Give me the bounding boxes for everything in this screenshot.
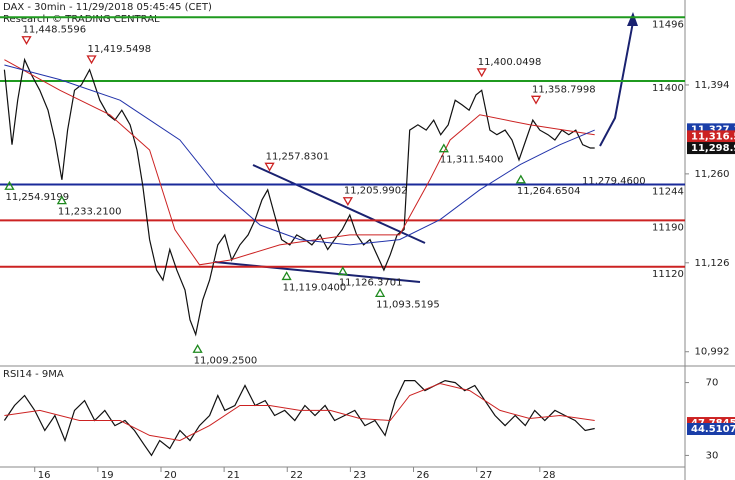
chart-title: DAX - 30min - 11/29/2018 05:45:45 (CET) [3, 2, 212, 13]
high-marker [476, 68, 487, 78]
rsi-title: RSI14 - 9MA [3, 369, 64, 380]
price-tag [687, 142, 735, 155]
price-tag-label: 11,298.9 [691, 143, 735, 154]
series-line [3, 379, 595, 457]
price-tag [687, 130, 735, 143]
price-tag-label: 11,327.1 [691, 124, 735, 135]
x-tick-label: 28 [543, 470, 556, 480]
level-label: 11244 [652, 186, 684, 197]
series-line [4, 382, 595, 442]
y-tick-label: 11,394 [695, 80, 730, 91]
price-tag-label: 44.5107 [691, 424, 735, 435]
arrow-head [627, 12, 638, 26]
low-marker [192, 343, 203, 353]
high-marker [21, 36, 32, 46]
series-line [3, 57, 595, 337]
high-label: 11,400.0498 [478, 57, 542, 68]
x-tick-label: 20 [164, 470, 177, 480]
low-marker [56, 195, 67, 205]
trend-line [252, 164, 426, 244]
low-label: 11,119.0400 [283, 282, 347, 293]
series-line [4, 59, 595, 266]
x-tick-label: 16 [38, 470, 51, 480]
price-tag-label: 11,316.5 [691, 131, 735, 142]
x-tick-label: 26 [417, 470, 430, 480]
x-tick-label: 23 [353, 470, 366, 480]
level-label: 11190 [652, 222, 684, 233]
level-label: 11496 [652, 19, 684, 30]
y-tick-label: 10,992 [695, 347, 730, 358]
low-label: 11,233.2100 [58, 207, 122, 218]
low-label: 11,264.6504 [517, 186, 581, 197]
low-label: 11,126.3701 [339, 278, 403, 289]
level-label: 11120 [652, 269, 684, 280]
projection-arrow [599, 21, 634, 147]
high-label: 11,448.5596 [23, 25, 87, 36]
low-marker [515, 174, 526, 184]
series-line [4, 64, 595, 246]
x-tick-label: 22 [290, 470, 303, 480]
x-tick-label: 27 [480, 470, 493, 480]
low-label: 11,009.2500 [194, 355, 258, 366]
low-label: 11,093.5195 [376, 299, 440, 310]
low-label: 11,254.9199 [5, 192, 69, 203]
low-label: 11,311.5400 [440, 155, 504, 166]
note: 11,279.4600 [582, 176, 646, 187]
chart-subtitle: Research © TRADING CENTRAL [3, 14, 160, 25]
x-tick-label: 21 [227, 470, 240, 480]
low-marker [374, 288, 386, 298]
y-tick-label: 30 [706, 450, 719, 461]
high-marker [264, 162, 275, 172]
y-tick-label: 11,260 [695, 169, 730, 180]
high-marker [86, 55, 97, 65]
high-marker [342, 197, 353, 207]
high-label: 11,358.7998 [532, 84, 596, 95]
low-marker [438, 143, 449, 153]
high-label: 11,257.8301 [266, 151, 330, 162]
y-tick-label: 70 [706, 378, 719, 389]
level-label: 11400 [652, 83, 684, 94]
low-marker [4, 180, 15, 190]
low-marker [337, 266, 348, 276]
y-tick-label: 11,126 [695, 258, 730, 269]
price-tag [687, 422, 735, 435]
high-label: 11,419.5498 [88, 44, 152, 55]
trend-line [214, 261, 421, 283]
low-marker [281, 271, 292, 281]
x-tick-label: 19 [101, 470, 114, 480]
high-label: 11,205.9902 [344, 186, 408, 197]
high-marker [530, 95, 542, 105]
